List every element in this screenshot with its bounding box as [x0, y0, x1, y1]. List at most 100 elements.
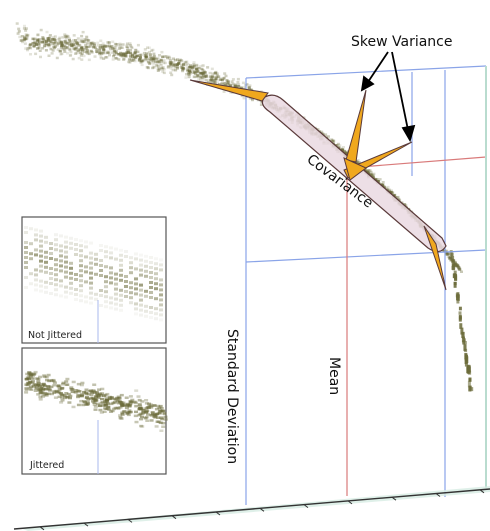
data-point — [39, 398, 43, 401]
data-point — [110, 403, 114, 406]
data-point — [49, 247, 53, 250]
data-point — [59, 254, 63, 257]
data-point — [115, 49, 118, 52]
data-point — [45, 376, 49, 379]
data-point — [119, 269, 123, 272]
data-point — [63, 33, 66, 36]
data-point — [60, 43, 63, 46]
data-point — [134, 56, 137, 59]
data-point — [327, 135, 330, 138]
data-point — [98, 404, 102, 407]
data-point — [79, 274, 83, 277]
glyph-top-spike — [346, 90, 366, 162]
data-point — [145, 410, 149, 413]
axis-frame — [246, 66, 486, 505]
data-point — [104, 275, 108, 278]
data-point — [44, 256, 48, 259]
data-point — [85, 36, 88, 39]
data-point — [90, 394, 94, 397]
data-point — [59, 244, 63, 247]
data-point — [223, 72, 226, 75]
data-point — [119, 299, 123, 302]
data-point — [34, 273, 38, 276]
data-point — [24, 383, 28, 386]
data-point — [223, 82, 226, 85]
data-point — [127, 61, 130, 64]
data-point — [129, 256, 133, 259]
data-point — [145, 416, 149, 419]
data-point — [41, 41, 44, 44]
data-point — [104, 56, 107, 59]
data-point — [162, 56, 165, 59]
data-point — [94, 258, 98, 261]
skew-variance-arrows — [362, 52, 414, 140]
data-point — [54, 258, 58, 261]
data-point — [457, 294, 460, 298]
data-point — [34, 238, 38, 241]
data-point — [144, 295, 148, 298]
data-point — [84, 391, 88, 394]
data-point — [85, 396, 89, 399]
data-point — [154, 282, 158, 285]
data-point — [457, 265, 460, 268]
data-point — [161, 70, 164, 73]
data-point — [39, 56, 42, 59]
data-point — [34, 233, 38, 236]
data-point — [149, 256, 153, 259]
data-point — [122, 402, 126, 405]
data-point — [67, 401, 71, 404]
data-point — [44, 261, 48, 264]
data-point — [134, 302, 138, 305]
data-point — [39, 387, 43, 390]
data-point — [84, 270, 88, 273]
data-point — [34, 288, 38, 291]
data-point — [162, 62, 165, 64]
data-point — [195, 68, 198, 71]
data-point — [94, 263, 98, 266]
data-point — [464, 344, 467, 350]
data-point — [122, 58, 125, 61]
floor-edge — [14, 489, 490, 529]
data-point — [54, 39, 57, 42]
data-point — [189, 64, 192, 67]
data-point — [211, 80, 214, 83]
data-point — [67, 393, 71, 396]
data-point — [237, 78, 240, 81]
data-point — [109, 251, 113, 254]
data-point — [84, 265, 88, 268]
data-point — [44, 286, 48, 289]
data-point — [144, 315, 148, 318]
data-point — [24, 276, 28, 279]
data-point — [77, 50, 80, 53]
data-point — [86, 403, 90, 406]
data-point — [108, 397, 112, 400]
data-point — [154, 297, 158, 300]
data-point — [64, 296, 68, 299]
data-point — [95, 391, 99, 394]
data-point — [27, 377, 31, 380]
data-point — [134, 405, 138, 408]
data-point — [153, 416, 157, 419]
data-point — [124, 280, 128, 283]
data-point — [114, 248, 118, 251]
data-point — [59, 264, 63, 267]
data-point — [54, 35, 57, 38]
data-point — [134, 292, 138, 295]
data-point — [89, 302, 93, 305]
data-point — [54, 238, 58, 241]
data-point — [243, 97, 246, 100]
data-point — [74, 293, 78, 296]
data-point — [151, 67, 154, 70]
data-point — [114, 278, 118, 281]
data-point — [126, 49, 129, 52]
data-point — [72, 58, 75, 61]
data-point — [118, 47, 121, 50]
data-point — [225, 75, 228, 78]
data-point — [134, 252, 138, 255]
data-point — [65, 383, 69, 386]
data-point — [157, 421, 161, 424]
data-point — [59, 40, 62, 43]
data-point — [129, 296, 133, 299]
data-point — [144, 290, 148, 293]
